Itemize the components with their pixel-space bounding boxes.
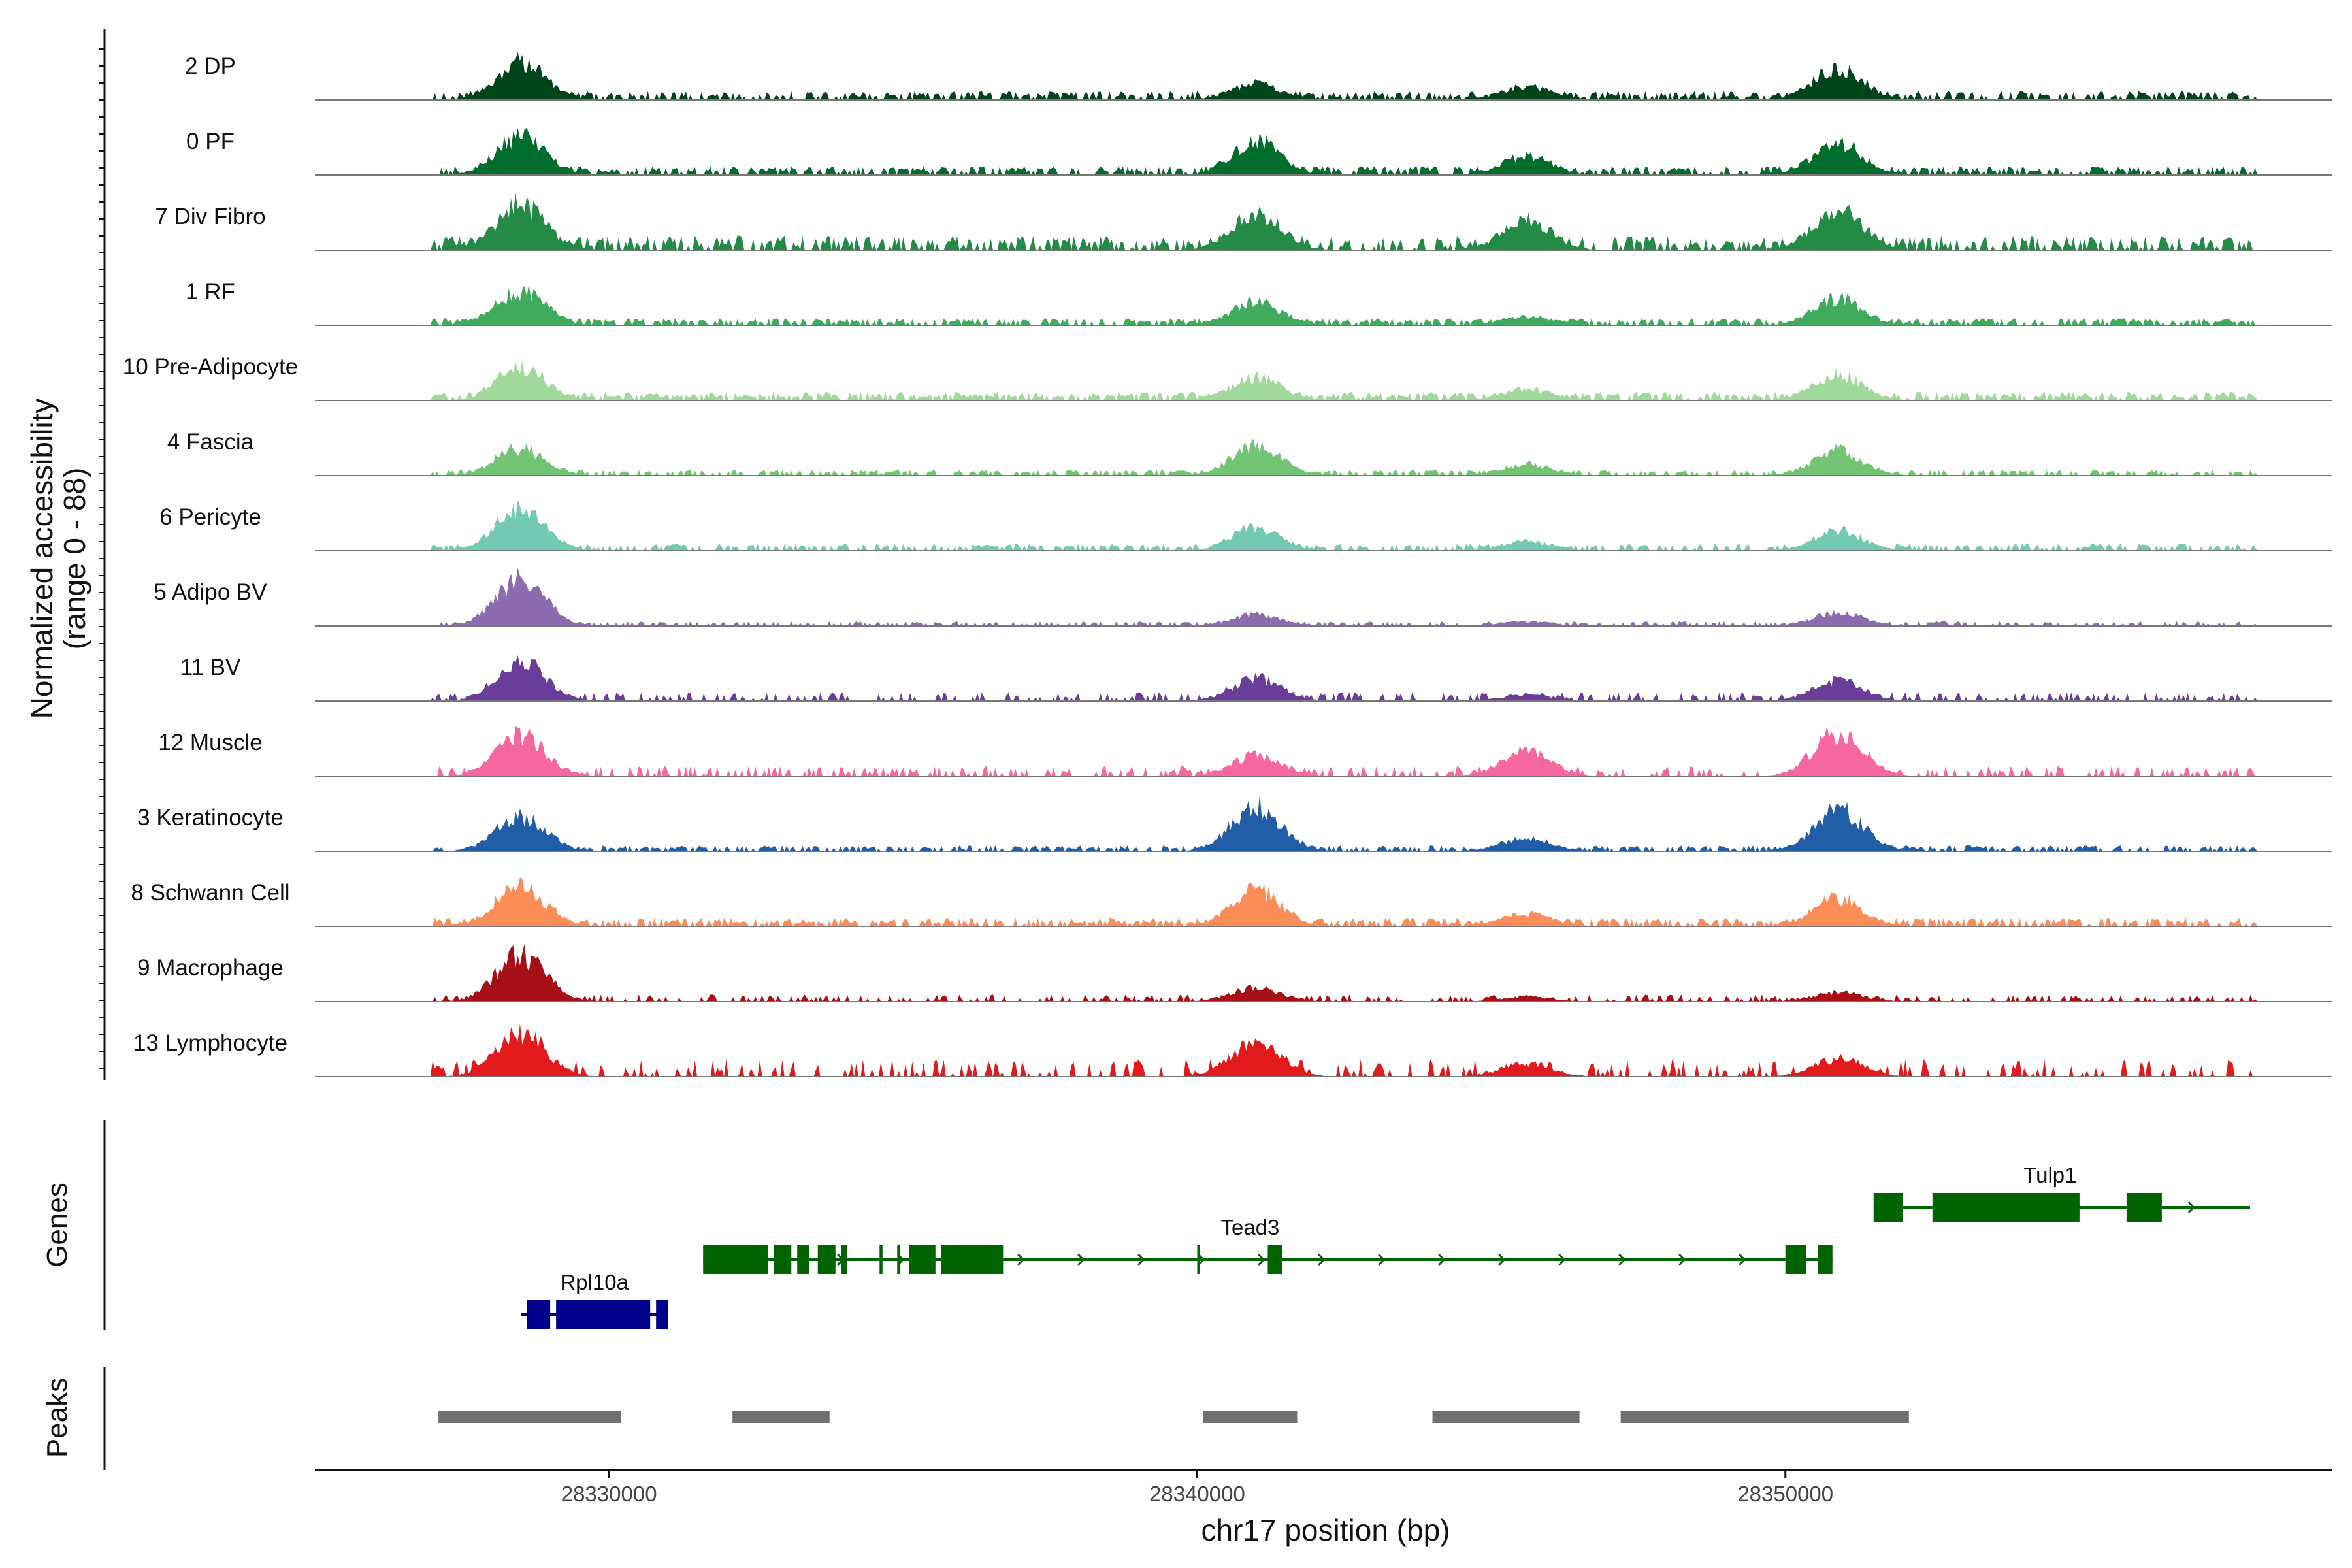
track-signal (315, 943, 2332, 1002)
gene-exon (1197, 1245, 1200, 1274)
track-9: 12 Muscle (158, 725, 2332, 777)
gene-exon (797, 1245, 809, 1274)
track-label: 9 Macrophage (137, 955, 284, 981)
gene-exon (909, 1245, 936, 1274)
strand-arrow (1678, 1253, 1686, 1266)
gene-exon (1267, 1245, 1282, 1274)
x-tick-label: 28340000 (1149, 1482, 1245, 1506)
track-signal (315, 568, 2332, 626)
strand-arrow (1258, 1253, 1266, 1266)
gene-exon (1818, 1245, 1833, 1274)
strand-arrow (1137, 1253, 1145, 1266)
track-label: 11 BV (180, 655, 241, 680)
gene-tulp1: Tulp1 (1873, 1163, 2250, 1222)
x-tick-label: 28350000 (1737, 1482, 1833, 1506)
coverage-tracks: 2 DP 0 PF 7 Div Fibro 1 RF 10 Pre-Adipocyte 4… (123, 52, 2332, 1077)
genes-panel-title: Genes (41, 1183, 73, 1267)
strand-arrow (1438, 1253, 1446, 1266)
track-signal (315, 725, 2332, 776)
strand-arrow (1498, 1253, 1506, 1266)
peak-region (1432, 1411, 1580, 1423)
track-8: 11 BV (180, 655, 2332, 702)
strand-arrow (1017, 1253, 1025, 1266)
track-signal (315, 438, 2332, 476)
track-4: 10 Pre-Adipocyte (123, 354, 2332, 401)
track-signal (315, 284, 2332, 325)
track-3: 1 RF (186, 279, 2332, 326)
track-label: 5 Adipo BV (154, 580, 267, 605)
gene-exon (1873, 1193, 1903, 1222)
track-label: 6 Pericyte (159, 504, 261, 530)
track-0: 2 DP (185, 52, 2332, 101)
track-signal (315, 52, 2332, 100)
gene-exon (1785, 1245, 1806, 1274)
track-7: 5 Adipo BV (154, 568, 2332, 627)
gene-label: Rpl10a (560, 1270, 629, 1294)
gene-exon (703, 1245, 768, 1274)
strand-arrow (1558, 1253, 1566, 1266)
y-axis-title-line1: Normalized accessibility (25, 399, 59, 719)
track-label: 10 Pre-Adipocyte (123, 354, 298, 380)
gene-exon (841, 1245, 847, 1274)
track-signal (315, 193, 2332, 250)
track-label: 12 Muscle (158, 730, 263, 755)
track-11: 8 Schwann Cell (131, 877, 2332, 927)
track-signal (315, 794, 2332, 851)
track-label: 13 Lymphocyte (133, 1030, 287, 1056)
gene-exon (897, 1245, 900, 1274)
track-label: 8 Schwann Cell (131, 880, 289, 906)
track-label: 0 PF (186, 129, 235, 154)
gene-exon (556, 1300, 651, 1329)
strand-arrow (1378, 1253, 1386, 1266)
strand-arrow (1739, 1253, 1746, 1266)
gene-label: Tulp1 (2023, 1163, 2076, 1187)
gene-exon (2126, 1193, 2162, 1222)
track-signal (315, 127, 2332, 175)
track-label: 7 Div Fibro (155, 204, 265, 229)
peaks-panel (103, 1367, 1909, 1470)
track-13: 13 Lymphocyte (133, 1024, 2332, 1077)
track-signal (315, 655, 2332, 701)
strand-arrow (1618, 1253, 1626, 1266)
x-axis-title: chr17 position (bp) (1201, 1513, 1450, 1547)
strand-arrow (1077, 1253, 1085, 1266)
track-label: 1 RF (186, 279, 235, 304)
peak-region (732, 1411, 830, 1423)
gene-exon (879, 1245, 883, 1274)
genes-panel: Rpl10a Tead3 Tulp1 (103, 1120, 2250, 1330)
gene-label: Tead3 (1221, 1215, 1280, 1239)
track-10: 3 Keratinocyte (137, 794, 2332, 852)
peaks-panel-title: Peaks (41, 1378, 73, 1458)
x-axis: 28330000 28340000 28350000 (315, 1469, 2332, 1506)
track-12: 9 Macrophage (137, 943, 2332, 1002)
strand-arrow (1318, 1253, 1326, 1266)
gene-exon (1932, 1193, 2080, 1222)
gene-rpl10a: Rpl10a (521, 1270, 668, 1329)
track-signal (315, 361, 2332, 400)
peak-region (1203, 1411, 1298, 1423)
track-label: 4 Fascia (167, 429, 254, 455)
track-2: 7 Div Fibro (155, 193, 2332, 251)
gene-exon (817, 1245, 836, 1274)
gene-exon (941, 1245, 1004, 1274)
y-axis (99, 29, 106, 1080)
gene-exon (527, 1300, 551, 1329)
track-1: 0 PF (186, 127, 2332, 176)
track-signal (315, 500, 2332, 551)
gene-tead3: Tead3 (703, 1215, 1833, 1274)
track-label: 2 DP (185, 54, 236, 79)
x-tick-label: 28330000 (561, 1482, 657, 1506)
peak-region (438, 1411, 621, 1423)
gene-exon (774, 1245, 792, 1274)
peak-region (1620, 1411, 1909, 1423)
strand-arrow (2187, 1201, 2195, 1214)
track-6: 6 Pericyte (159, 500, 2332, 551)
y-axis-title-line2: (range 0 - 88) (57, 468, 91, 650)
track-label: 3 Keratinocyte (137, 805, 284, 830)
track-5: 4 Fascia (167, 429, 2332, 476)
track-signal (315, 1024, 2332, 1077)
track-signal (315, 877, 2332, 926)
gene-exon (656, 1300, 668, 1329)
